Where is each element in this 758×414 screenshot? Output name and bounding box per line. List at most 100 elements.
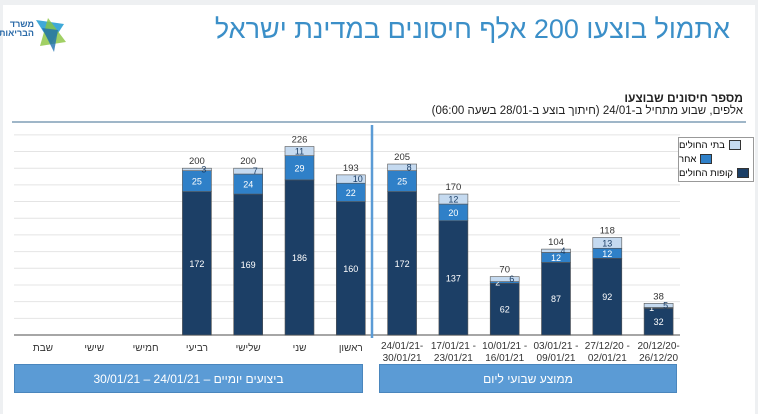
data-label: 137 xyxy=(446,273,461,283)
bar-segment xyxy=(592,237,623,249)
x-tick-label: שני xyxy=(293,343,307,354)
x-tick-label: 03/01/21 - xyxy=(533,341,578,352)
data-label: 4 xyxy=(560,246,565,256)
logo-text: משרד הבריאות xyxy=(0,19,34,38)
ministry-logo: משרד הבריאות xyxy=(0,16,66,56)
total-label: 200 xyxy=(240,156,256,167)
bar-segment xyxy=(643,308,674,336)
bar-segment xyxy=(438,193,469,205)
data-label: 12 xyxy=(448,195,458,205)
bar-segment xyxy=(592,257,623,336)
data-label: 2 xyxy=(495,277,500,287)
total-label: 200 xyxy=(189,156,205,167)
legend-swatch xyxy=(728,140,741,150)
chart-title: מספר חיסונים שבוצעו xyxy=(624,91,743,105)
data-label: 32 xyxy=(654,317,664,327)
data-label: 87 xyxy=(551,294,561,304)
x-tick-label: 20/12/20- xyxy=(637,341,679,352)
data-label: 25 xyxy=(192,177,202,187)
total-label: 226 xyxy=(292,135,308,146)
bar-segment xyxy=(182,191,212,336)
data-label: 1 xyxy=(649,303,654,313)
slide xyxy=(3,5,755,414)
x-tick-label: 26/12/20 xyxy=(639,353,678,364)
bar-segment xyxy=(335,174,366,184)
total-label: 70 xyxy=(499,265,510,276)
total-label: 104 xyxy=(548,237,564,248)
bar-segment xyxy=(387,163,417,172)
data-label: 10 xyxy=(353,174,363,184)
data-label: 25 xyxy=(397,177,407,187)
x-tick-label: 23/01/21 xyxy=(434,353,473,364)
x-tick-label: 02/01/21 xyxy=(588,353,627,364)
weekly-group-label: ממוצע שבועי ליום xyxy=(379,364,677,393)
x-tick-label: ראשון xyxy=(339,343,363,354)
total-label: 38 xyxy=(653,291,664,302)
data-label: 172 xyxy=(395,259,410,269)
bar-segment xyxy=(643,303,674,308)
legend-swatch xyxy=(700,154,713,164)
data-label: 92 xyxy=(602,292,612,302)
data-label: 6 xyxy=(509,274,514,284)
total-label: 193 xyxy=(343,163,359,174)
data-label: 186 xyxy=(292,253,307,263)
data-label: 172 xyxy=(189,259,204,269)
bar-segment xyxy=(387,191,417,336)
data-label: 24 xyxy=(243,180,253,190)
total-label: 170 xyxy=(445,182,461,193)
bar-segment xyxy=(182,167,212,172)
legend-item: קופות החולים xyxy=(679,166,753,180)
x-tick-label: שלישי xyxy=(236,342,261,354)
data-label: 5 xyxy=(663,300,668,310)
data-label: 12 xyxy=(551,253,561,263)
data-label: 169 xyxy=(241,260,256,270)
data-label: 8 xyxy=(407,162,412,172)
legend-item: אחר xyxy=(679,152,753,166)
data-label: 29 xyxy=(294,163,304,173)
legend-label: בתי החולים xyxy=(679,139,725,151)
data-label: 7 xyxy=(253,166,258,176)
total-label: 205 xyxy=(394,152,410,163)
x-tick-label: חמישי xyxy=(133,343,159,354)
page-title: אתמול בוצעו 200 אלף חיסונים במדינת ישראל xyxy=(214,14,730,44)
bar-segment xyxy=(541,262,571,336)
data-label: 12 xyxy=(602,249,612,259)
legend-label: אחר xyxy=(679,153,697,165)
bar-segment xyxy=(284,146,315,156)
x-tick-label: שבת xyxy=(33,343,53,354)
bar-segment xyxy=(233,167,263,175)
bar-segment xyxy=(284,155,315,181)
data-label: 160 xyxy=(343,264,358,274)
x-tick-label: רביעי xyxy=(186,343,208,354)
legend-item: בתי החולים xyxy=(679,138,753,152)
legend-label: קופות החולים xyxy=(679,167,734,179)
data-label: 20 xyxy=(448,208,458,218)
data-label: 22 xyxy=(346,188,356,198)
bar-segment xyxy=(489,276,520,282)
data-label: 13 xyxy=(602,238,612,248)
bar-segment xyxy=(489,282,520,336)
bar-segment xyxy=(284,179,315,336)
bar-segment xyxy=(335,201,366,336)
x-tick-label: 27/12/20 - xyxy=(585,341,630,352)
divider xyxy=(12,121,746,123)
x-tick-label: 24/01/21- xyxy=(381,341,423,352)
daily-group-label: ביצועים יומיים – 24/01/21 – 30/01/21 xyxy=(14,364,363,393)
bar-segment xyxy=(438,220,469,336)
x-tick-label: 30/01/21 xyxy=(383,353,422,364)
x-tick-label: שישי xyxy=(84,343,104,354)
legend: בתי החולים אחר קופות החולים xyxy=(678,137,754,182)
data-label: 3 xyxy=(201,164,206,174)
total-label: 118 xyxy=(600,225,615,236)
chart-subtitle: אלפים, שבוע מתחיל ב-24/01 (חיתוך בוצע ב-… xyxy=(431,105,743,117)
x-tick-label: 17/01/21 - xyxy=(431,341,476,352)
x-tick-label: 16/01/21 xyxy=(485,353,524,364)
bar-segment xyxy=(541,248,571,253)
legend-swatch xyxy=(737,168,750,178)
data-label: 11 xyxy=(295,147,304,157)
data-label: 62 xyxy=(500,305,510,315)
bar-segment xyxy=(233,193,263,336)
x-tick-label: 09/01/21 xyxy=(537,353,576,364)
x-tick-label: 10/01/21 - xyxy=(482,341,527,352)
